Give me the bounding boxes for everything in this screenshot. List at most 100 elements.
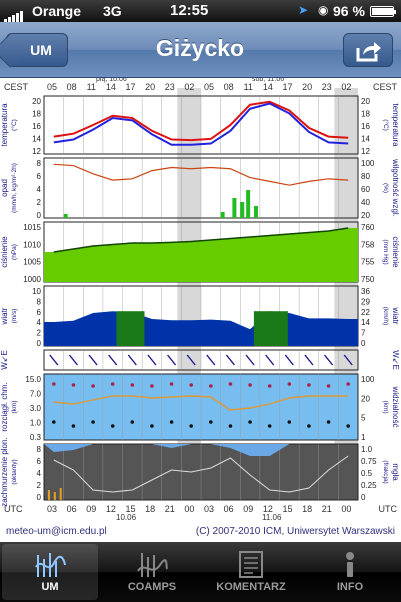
bottom-hour-label: 15 bbox=[125, 504, 135, 514]
left-axis-unit: (m/s) bbox=[11, 309, 18, 324]
navigation-bar: UM Giżycko bbox=[0, 22, 401, 78]
bottom-hour-label: 18 bbox=[302, 504, 312, 514]
right-tick-label: 20 bbox=[361, 394, 370, 403]
bottom-hour-label: 18 bbox=[145, 504, 155, 514]
right-tick-label: 0.75 bbox=[361, 457, 377, 466]
left-tick-label: 8 bbox=[37, 445, 42, 454]
tab-coamps[interactable]: COAMPS bbox=[104, 544, 200, 600]
back-button[interactable]: UM bbox=[6, 33, 68, 67]
fog-bar bbox=[47, 490, 50, 500]
top-hour-label: 11 bbox=[87, 82, 96, 92]
left-tick-label: 12 bbox=[32, 147, 41, 156]
right-tick-label: 18 bbox=[361, 110, 370, 119]
top-hour-label: 23 bbox=[165, 82, 175, 92]
tab-komentarz[interactable]: KOMENTARZ bbox=[203, 544, 299, 600]
precipitation-bar bbox=[253, 206, 258, 218]
top-hour-label: 05 bbox=[204, 82, 214, 92]
right-tick-label: 29 bbox=[361, 297, 370, 306]
wind-gust-band bbox=[253, 311, 288, 346]
cloud-dot bbox=[189, 383, 193, 387]
tab-um-label: UM bbox=[41, 581, 59, 593]
dewpoint-line bbox=[53, 102, 349, 146]
left-axis-title: W↙E bbox=[0, 350, 9, 370]
bottom-hour-label: 00 bbox=[184, 504, 194, 514]
wind-arrow bbox=[324, 354, 334, 366]
wind-arrow bbox=[343, 354, 353, 366]
left-tick-label: 15.0 bbox=[25, 375, 41, 384]
left-tick-label: 3.0 bbox=[30, 404, 42, 413]
cloud-dot bbox=[346, 382, 350, 386]
left-tick-label: 20 bbox=[32, 97, 41, 106]
wind-arrow bbox=[88, 354, 98, 366]
wind-arrow bbox=[284, 354, 294, 366]
right-tick-label: 14 bbox=[361, 318, 370, 327]
right-tick-label: 60 bbox=[361, 185, 370, 194]
right-tick-label: 22 bbox=[361, 308, 370, 317]
right-tick-label: 12 bbox=[361, 147, 370, 156]
info-icon bbox=[346, 552, 354, 577]
wind-arrow bbox=[49, 354, 59, 366]
right-axis-unit: (%) bbox=[382, 183, 389, 193]
page-title: Giżycko bbox=[155, 35, 245, 61]
bottom-hour-label: 03 bbox=[47, 504, 57, 514]
left-tick-label: 4 bbox=[37, 318, 42, 327]
right-axis-title: mgła bbox=[391, 463, 400, 481]
right-axis-title: W↙E bbox=[391, 350, 400, 370]
right-tick-label: 5 bbox=[361, 414, 366, 423]
left-tick-label: 1010 bbox=[23, 240, 41, 249]
top-hour-label: 23 bbox=[322, 82, 332, 92]
cloud-dot bbox=[307, 383, 311, 387]
day-label: pią, 10.06 bbox=[96, 78, 127, 83]
carrier-name: Orange bbox=[32, 3, 82, 19]
clock: 12:55 bbox=[170, 2, 209, 19]
cloud-dot bbox=[267, 424, 272, 428]
cloud-dot bbox=[287, 420, 292, 424]
left-tick-label: 0 bbox=[37, 211, 42, 220]
cloud-dot bbox=[110, 424, 115, 428]
tab-um[interactable]: UM bbox=[2, 544, 98, 600]
right-axis-unit: (km) bbox=[382, 401, 389, 414]
cloud-dot bbox=[91, 420, 95, 424]
left-tick-label: 2 bbox=[37, 198, 42, 207]
cloud-dot bbox=[209, 420, 213, 424]
left-axis-unit: (°C) bbox=[10, 119, 18, 131]
clear-sky-area bbox=[44, 444, 358, 456]
left-tick-label: 6 bbox=[37, 308, 42, 317]
contact-email[interactable]: meteo-um@icm.edu.pl bbox=[6, 526, 107, 537]
wind-arrow bbox=[147, 354, 157, 366]
humidity-line bbox=[53, 163, 349, 186]
location-arrow-icon: ➤ bbox=[298, 3, 309, 17]
left-tick-label: 4 bbox=[37, 469, 42, 478]
left-tick-label: 7.0 bbox=[30, 390, 42, 399]
right-tick-label: 760 bbox=[361, 223, 375, 232]
tab-info[interactable]: INFO bbox=[302, 544, 398, 600]
tab-info-label: INFO bbox=[336, 581, 364, 593]
left-tick-label: 18 bbox=[32, 110, 41, 119]
left-tick-label: 0 bbox=[37, 493, 42, 502]
share-button[interactable] bbox=[343, 33, 393, 67]
right-tick-label: 36 bbox=[361, 287, 370, 296]
cloud-dot bbox=[71, 424, 76, 428]
cloud-dot bbox=[307, 424, 311, 428]
wind-arrow bbox=[186, 354, 196, 366]
top-hour-label: 02 bbox=[341, 82, 351, 92]
tab-bar: UM COAMPS KOMENTARZ INFO bbox=[0, 542, 401, 602]
top-hour-label: 11 bbox=[244, 82, 253, 92]
date-label: 11.06 bbox=[262, 513, 282, 520]
cloud-dot bbox=[267, 384, 272, 388]
cloud-dot bbox=[169, 420, 174, 424]
left-tick-label: 2 bbox=[37, 481, 42, 490]
bottom-hour-label: 03 bbox=[204, 504, 214, 514]
cloud-dot bbox=[326, 420, 331, 424]
right-axis-unit: (km/h) bbox=[382, 307, 389, 325]
day-label: sob, 11.06 bbox=[252, 78, 284, 83]
fog-bar bbox=[53, 492, 56, 500]
right-axis-title: widzialność bbox=[391, 386, 400, 428]
top-hour-label: 08 bbox=[224, 82, 234, 92]
top-hour-label: 20 bbox=[302, 82, 312, 92]
cloud-dot bbox=[248, 420, 252, 424]
meteogram[interactable]: CEST CEST 05 08 11 14 17 20 23 02 05 08 11 14 17 20 23 02… bbox=[0, 78, 401, 520]
comment-document-icon bbox=[239, 551, 263, 578]
top-hour-label: 02 bbox=[184, 82, 194, 92]
right-axis-title: wilgotność wzgl. bbox=[391, 158, 400, 217]
